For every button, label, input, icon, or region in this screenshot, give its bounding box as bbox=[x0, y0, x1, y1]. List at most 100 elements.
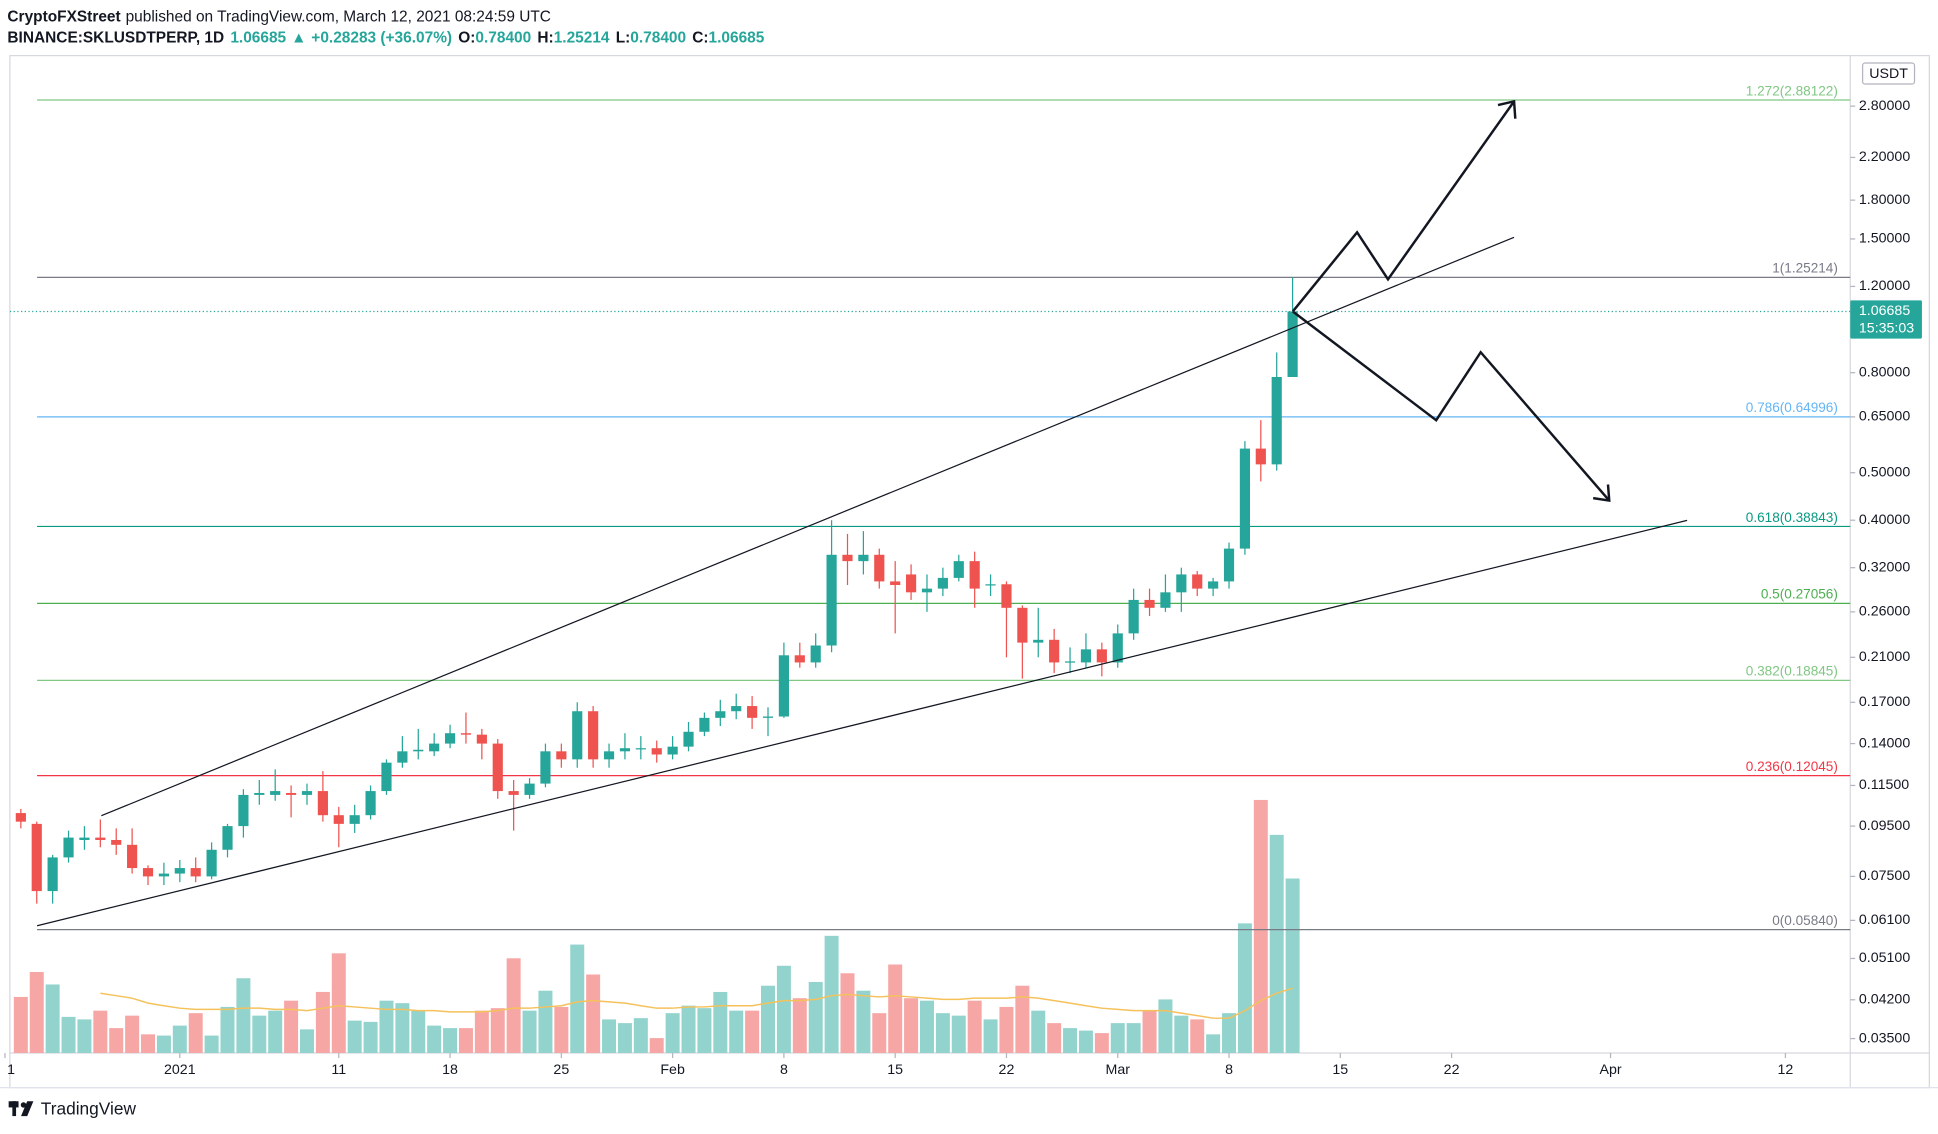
x-tick-label: 25 bbox=[553, 1062, 569, 1078]
candle-body bbox=[1239, 448, 1251, 549]
volume-bar bbox=[347, 1020, 362, 1054]
candle-body bbox=[1096, 649, 1107, 663]
volume-bar bbox=[681, 1005, 696, 1054]
volume-bar bbox=[872, 1013, 887, 1054]
volume-bar bbox=[776, 965, 791, 1054]
volume-bar bbox=[792, 998, 807, 1054]
candle-body bbox=[1144, 599, 1155, 608]
volume-bar bbox=[443, 1028, 458, 1054]
candle-body bbox=[874, 554, 885, 582]
y-tick-label: 0.80000 bbox=[1859, 364, 1910, 380]
candle-body bbox=[31, 823, 42, 892]
ohlc-value: 1.06685 bbox=[709, 29, 765, 46]
volume-bar bbox=[1190, 1019, 1205, 1054]
y-tick-label: 1.50000 bbox=[1859, 231, 1910, 247]
candle-body bbox=[842, 554, 853, 562]
candle-body bbox=[921, 588, 933, 593]
projection-arrows bbox=[1291, 99, 1611, 503]
countdown-label: 15:35:03 bbox=[1859, 320, 1914, 336]
candle-body bbox=[699, 717, 710, 732]
volume-bar bbox=[1094, 1033, 1109, 1054]
volume-bar bbox=[427, 1025, 442, 1054]
candle-body bbox=[286, 792, 297, 795]
candle-body bbox=[588, 711, 599, 760]
candle-body bbox=[1001, 584, 1012, 608]
x-tick-label: 8 bbox=[1225, 1062, 1233, 1078]
volume-bar bbox=[745, 1010, 760, 1054]
candle-body bbox=[1160, 592, 1171, 608]
published: published on TradingView.com, March 12, … bbox=[126, 8, 551, 25]
volume-bar bbox=[331, 953, 346, 1054]
candle-body bbox=[667, 746, 678, 755]
fib-ratio: 0.786 bbox=[1746, 400, 1780, 415]
candle-body bbox=[778, 655, 789, 717]
volume-bar bbox=[665, 1013, 680, 1054]
candle-body bbox=[95, 837, 106, 840]
volume-bar bbox=[856, 990, 871, 1054]
volume-bar bbox=[1063, 1028, 1078, 1054]
lower-trendline bbox=[36, 519, 1688, 927]
volume-bar bbox=[125, 1015, 140, 1054]
candle-body bbox=[683, 731, 694, 747]
candle-body bbox=[190, 868, 201, 877]
volume-bar bbox=[188, 1013, 203, 1054]
fib-price: (0.05840) bbox=[1780, 913, 1838, 928]
volume-bar bbox=[1253, 799, 1268, 1054]
x-tick-label: 15 bbox=[1332, 1062, 1348, 1078]
y-tick-label: 0.07500 bbox=[1859, 868, 1910, 884]
volume-bar bbox=[904, 998, 919, 1054]
candle-body bbox=[905, 574, 917, 593]
candle-body bbox=[1112, 633, 1123, 663]
volume-bar bbox=[156, 1035, 171, 1054]
x-tick-label: 22 bbox=[1444, 1062, 1460, 1078]
volume-bar bbox=[697, 1008, 712, 1054]
bullish-arrow bbox=[1291, 100, 1516, 313]
fib-ratio: 0 bbox=[1772, 913, 1780, 928]
volume-bar bbox=[808, 981, 823, 1054]
currency: USDT bbox=[1869, 66, 1908, 82]
candle-body bbox=[953, 561, 964, 578]
fib-price: (0.27056) bbox=[1780, 586, 1838, 601]
volume-bar bbox=[77, 1019, 92, 1054]
candle-body bbox=[270, 791, 281, 795]
candle-body bbox=[1271, 376, 1282, 465]
candle-body bbox=[301, 791, 313, 795]
fib-price: (0.18845) bbox=[1780, 663, 1838, 678]
candle-body bbox=[858, 554, 869, 562]
volume-bar bbox=[220, 1006, 235, 1054]
volume-bar bbox=[967, 1000, 982, 1054]
candle-body bbox=[413, 749, 424, 752]
volume-bar bbox=[109, 1028, 124, 1054]
candle-body bbox=[985, 584, 996, 586]
fib-price: (0.12045) bbox=[1780, 759, 1838, 774]
candle-body bbox=[619, 748, 631, 752]
author: CryptoFXStreet bbox=[7, 8, 120, 25]
candle-body bbox=[1223, 548, 1235, 582]
volume-bar bbox=[1110, 1023, 1125, 1054]
candle-body bbox=[47, 857, 58, 892]
fib-label: 1.272(2.88122) bbox=[1746, 83, 1838, 98]
volume-bar bbox=[363, 1021, 378, 1054]
volume-bar bbox=[29, 972, 44, 1054]
x-tick-label: Feb bbox=[660, 1062, 685, 1078]
price: 1.06685 bbox=[230, 29, 286, 46]
fib-ratio: 0.5 bbox=[1761, 586, 1780, 601]
candle-body bbox=[540, 751, 551, 784]
volume-bar bbox=[172, 1025, 187, 1054]
currency-box[interactable] bbox=[1861, 62, 1916, 85]
volume-bar bbox=[617, 1023, 632, 1054]
candle-body bbox=[794, 655, 805, 663]
y-tick-label: 0.26000 bbox=[1859, 604, 1910, 620]
y-tick-label: 0.32000 bbox=[1859, 559, 1910, 575]
candle-body bbox=[476, 734, 487, 744]
x-tick-label: 2021 bbox=[164, 1062, 196, 1078]
header-line-2: BINANCE:SKLUSDTPERP, 1D 1.06685 ▲ +0.28283 … bbox=[7, 29, 764, 46]
candle-body bbox=[1017, 607, 1028, 643]
candle-body bbox=[63, 837, 74, 858]
x-tick-label: 18 bbox=[442, 1062, 458, 1078]
y-tick-label: 2.80000 bbox=[1859, 98, 1910, 114]
fib-layer: 1.272(2.88122)1(1.25214)0.786(0.64996)0.… bbox=[37, 83, 1851, 931]
volume-bar bbox=[490, 1008, 505, 1054]
